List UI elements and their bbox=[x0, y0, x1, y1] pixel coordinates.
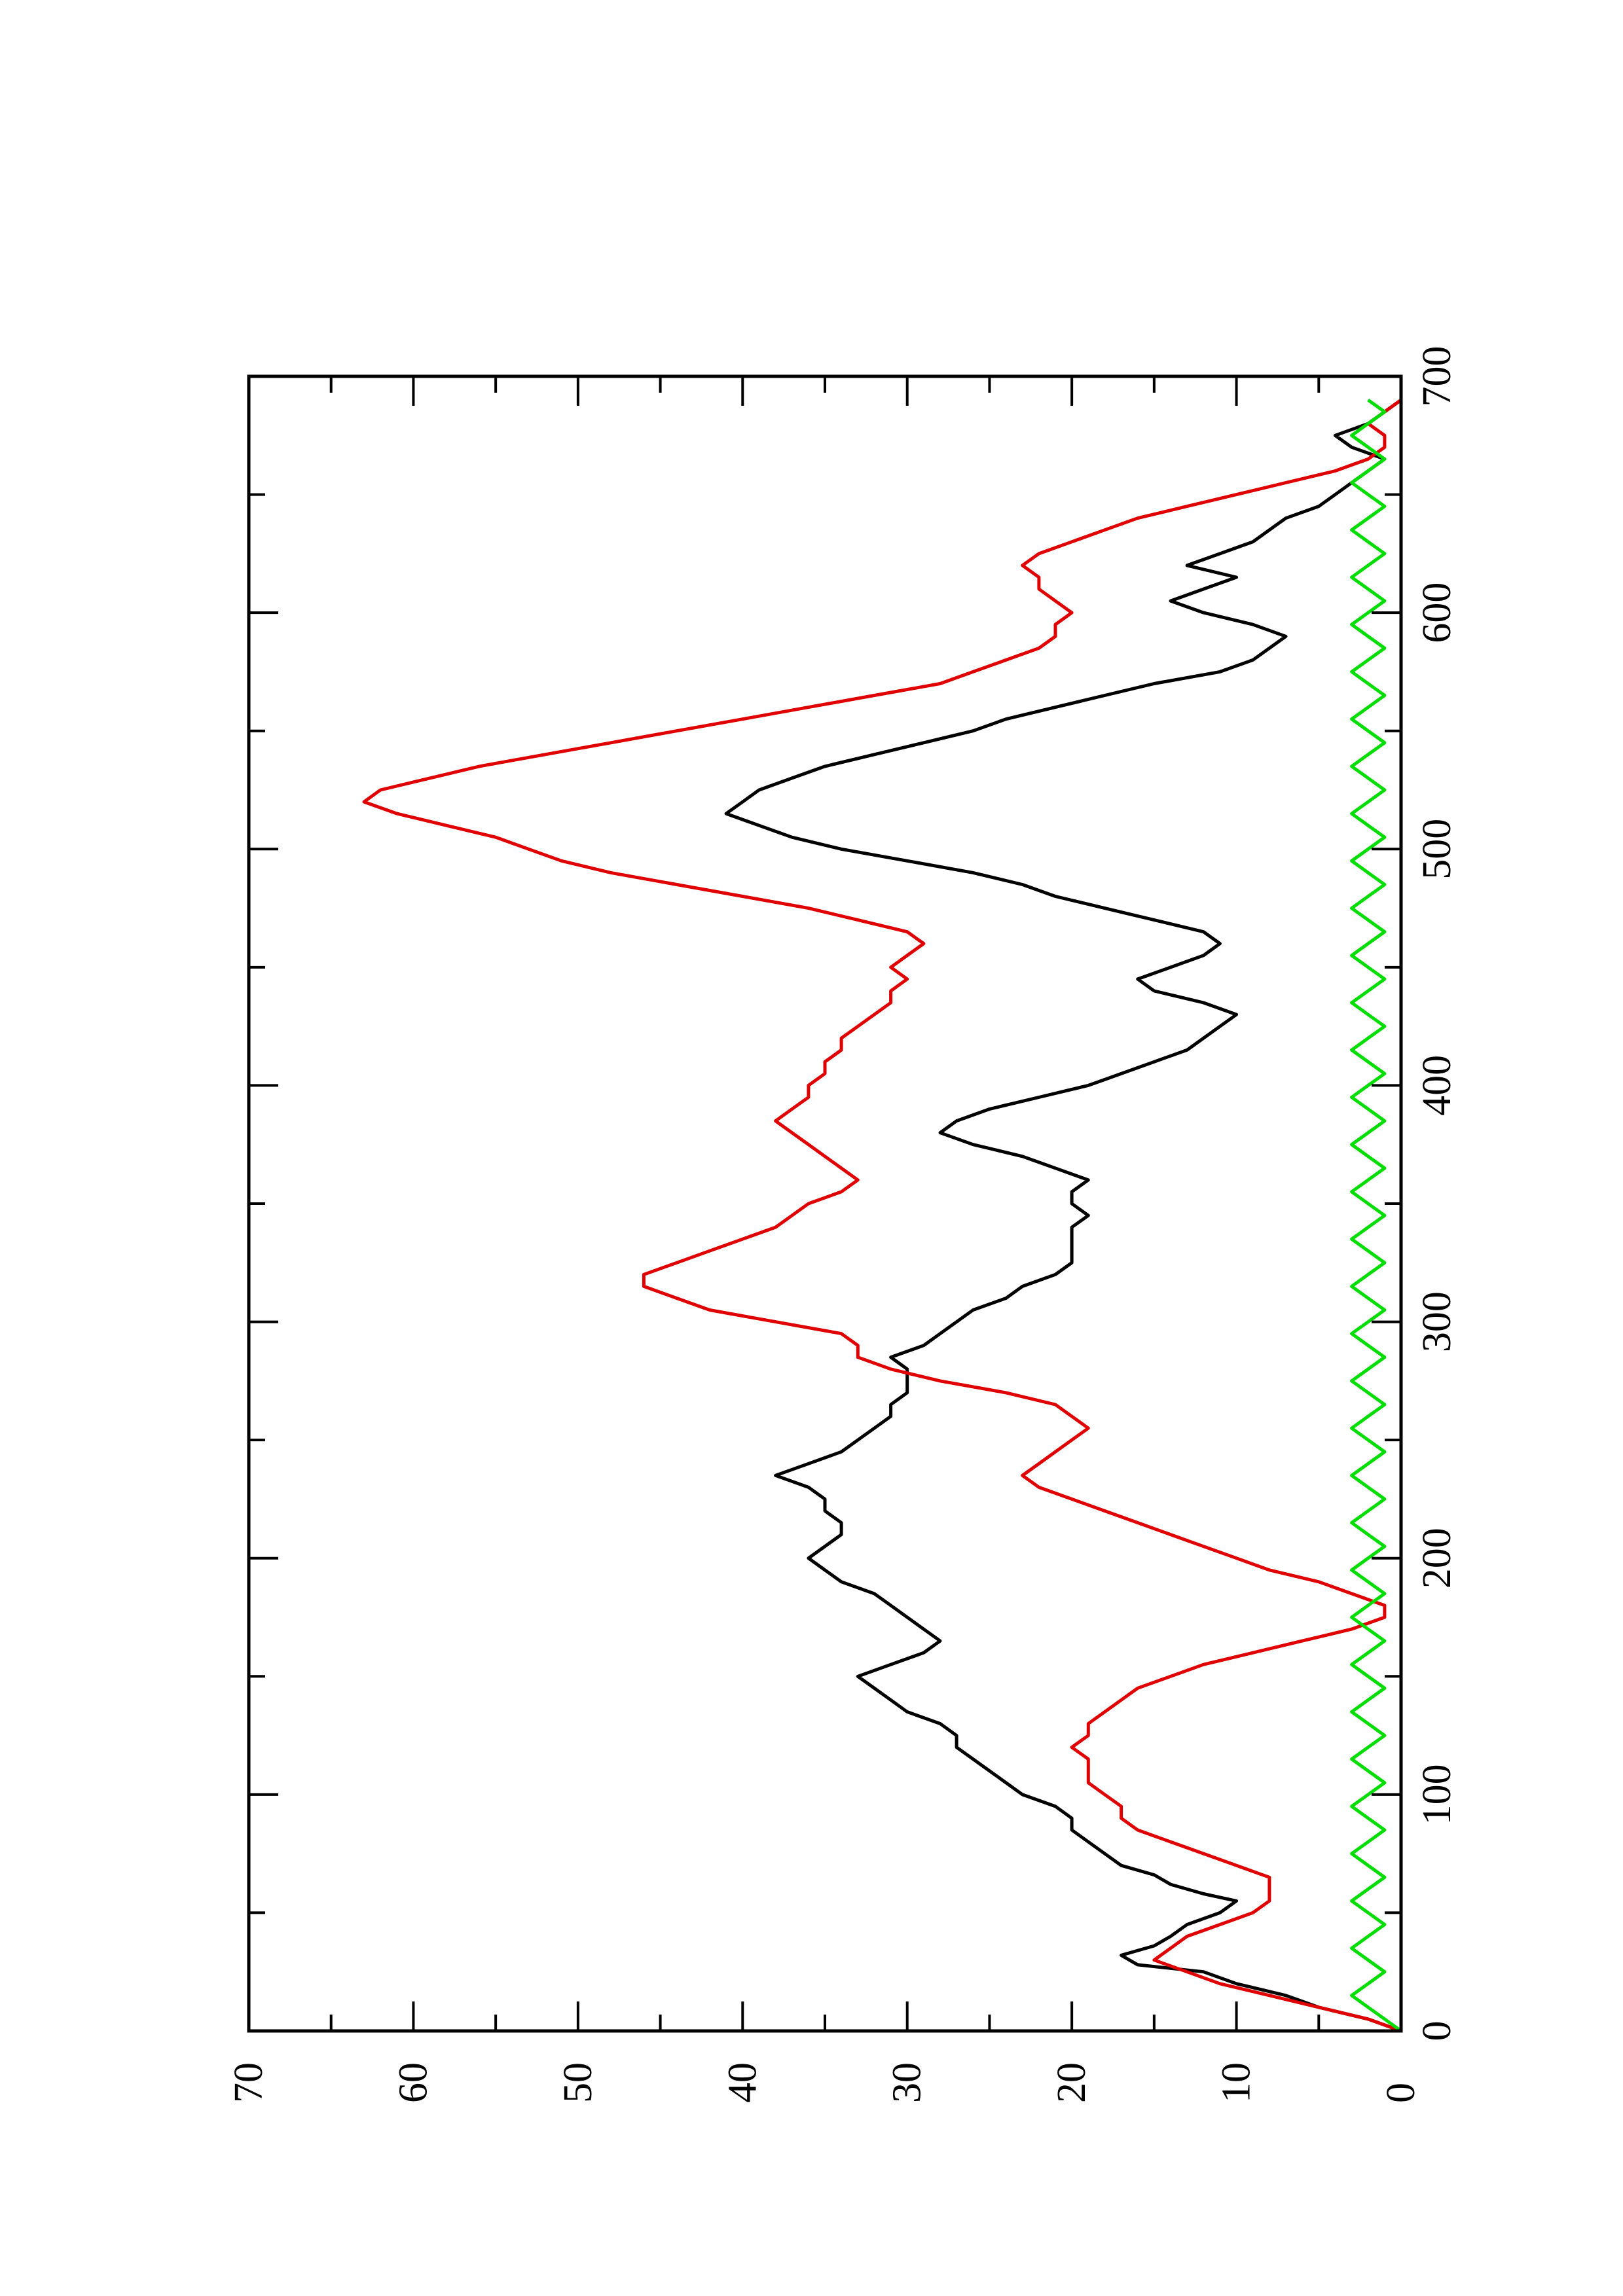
x-tick-label-300: 300 bbox=[1415, 1291, 1459, 1352]
x-tick-label-0: 0 bbox=[1415, 2021, 1459, 2041]
y-tick-label-0: 0 bbox=[1379, 2083, 1423, 2103]
x-tick-label-600: 600 bbox=[1415, 583, 1459, 643]
ticks-layer bbox=[247, 375, 1402, 2032]
y-tick-label-60: 60 bbox=[391, 2062, 435, 2103]
y-tick-label-50: 50 bbox=[556, 2062, 600, 2103]
series-line-1 bbox=[724, 399, 1402, 2033]
y-tick-label-40: 40 bbox=[720, 2062, 765, 2103]
series-line-2 bbox=[362, 399, 1402, 2033]
x-tick-label-500: 500 bbox=[1415, 819, 1459, 880]
x-tick-label-700: 700 bbox=[1415, 346, 1459, 407]
x-tick-label-100: 100 bbox=[1415, 1764, 1459, 1825]
y-tick-label-20: 20 bbox=[1049, 2062, 1094, 2103]
x-tick-label-200: 200 bbox=[1415, 1528, 1459, 1588]
y-tick-label-70: 70 bbox=[227, 2062, 271, 2103]
x-tick-label-400: 400 bbox=[1415, 1055, 1459, 1116]
labels-layer: 0 100 200 300 400 500 600 700 0 10 20 30 40 50 60 70 bbox=[227, 346, 1459, 2104]
series-layer bbox=[362, 399, 1402, 2033]
y-tick-label-30: 30 bbox=[885, 2062, 930, 2103]
y-tick-label-10: 10 bbox=[1214, 2062, 1259, 2103]
series-line-3 bbox=[1350, 399, 1402, 2033]
